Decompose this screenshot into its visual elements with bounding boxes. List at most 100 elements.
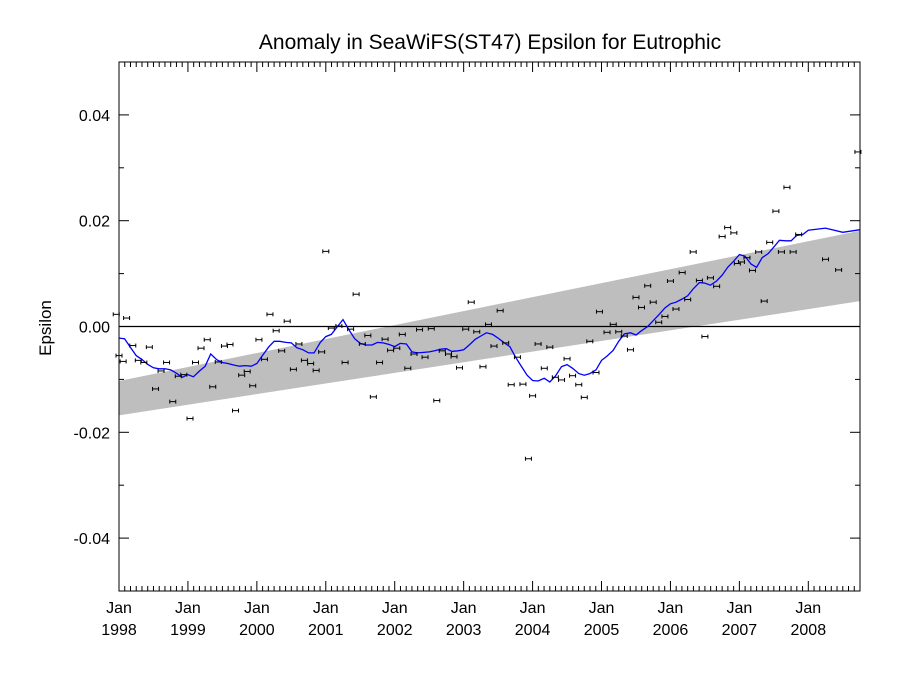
data-point	[743, 255, 751, 260]
data-point	[157, 368, 165, 373]
data-point	[404, 366, 412, 371]
data-point	[433, 398, 441, 403]
x-tick-year-label: 1998	[101, 622, 137, 639]
data-point	[529, 393, 537, 398]
data-point	[335, 323, 343, 328]
data-point	[238, 373, 246, 378]
data-point	[410, 352, 418, 357]
data-point	[637, 305, 645, 310]
data-point	[678, 270, 686, 275]
data-point	[307, 361, 315, 366]
x-tick-month-label: Jan	[175, 600, 201, 617]
data-point	[283, 319, 291, 324]
data-point	[278, 348, 286, 353]
data-point	[649, 300, 657, 305]
data-point	[632, 295, 640, 300]
data-point	[462, 327, 470, 332]
data-point	[580, 395, 588, 400]
data-point	[760, 299, 768, 304]
data-point	[666, 279, 674, 284]
data-point	[123, 316, 131, 321]
y-tick-label: 0.04	[79, 108, 110, 125]
data-point	[352, 292, 360, 297]
x-tick-year-label: 2000	[239, 622, 275, 639]
x-tick-month-label: Jan	[520, 600, 546, 617]
data-point	[772, 209, 780, 214]
data-point	[724, 225, 732, 230]
x-tick-month-label: Jan	[244, 600, 270, 617]
data-point	[603, 330, 611, 335]
data-point	[706, 275, 714, 280]
x-tick-year-label: 2004	[515, 622, 551, 639]
data-point	[341, 360, 349, 365]
x-tick-year-label: 2005	[584, 622, 620, 639]
data-point	[701, 334, 709, 339]
data-point	[226, 342, 234, 347]
data-point	[416, 327, 424, 332]
data-point	[260, 357, 268, 362]
data-point	[327, 326, 335, 331]
data-point	[783, 185, 791, 190]
data-point	[661, 314, 669, 319]
ticks-layer: 0.04 0.02 0.00 -0.02 -0.04 Jan 1998 Jan 1999 Jan 2…	[74, 62, 860, 639]
data-point	[684, 297, 692, 302]
y-tick-label: -0.02	[74, 425, 111, 442]
data-point	[450, 354, 458, 359]
data-point	[364, 333, 372, 338]
data-point	[145, 345, 153, 350]
data-point	[479, 364, 487, 369]
data-point	[163, 360, 171, 365]
trend-band	[119, 230, 860, 416]
data-point	[713, 284, 721, 289]
x-tick-year-label: 2007	[722, 622, 758, 639]
data-point	[835, 267, 843, 272]
x-tick-month-label: Jan	[795, 600, 821, 617]
data-point	[822, 257, 830, 262]
data-point	[777, 249, 785, 254]
smoothed-series-line	[118, 227, 861, 383]
data-point	[507, 382, 515, 387]
data-point	[295, 341, 303, 346]
data-point	[358, 341, 366, 346]
data-point	[563, 356, 571, 361]
x-tick-month-label: Jan	[726, 600, 752, 617]
data-point	[620, 334, 628, 339]
smoothed-series-layer	[118, 227, 861, 383]
x-tick-month-label: Jan	[451, 600, 477, 617]
data-point	[672, 307, 680, 312]
data-point	[695, 278, 703, 283]
data-point	[748, 268, 756, 273]
data-point	[381, 337, 389, 342]
data-point	[524, 456, 532, 461]
data-point	[473, 329, 481, 334]
data-point	[140, 360, 148, 365]
data-point	[209, 384, 217, 389]
data-point	[496, 308, 504, 313]
x-tick-year-label: 2006	[653, 622, 689, 639]
data-point	[795, 232, 803, 237]
data-point	[266, 312, 274, 317]
data-point	[119, 359, 127, 364]
data-point	[513, 355, 521, 360]
x-tick-year-label: 2002	[377, 622, 413, 639]
data-point	[180, 372, 188, 377]
data-point	[186, 416, 194, 421]
y-axis-label: Epsilon	[36, 300, 55, 356]
x-tick-month-label: Jan	[658, 600, 684, 617]
data-point	[369, 394, 377, 399]
data-point	[255, 337, 263, 342]
data-point	[169, 399, 177, 404]
data-point	[231, 408, 239, 413]
data-point	[626, 347, 634, 352]
data-point	[214, 359, 222, 364]
data-point	[249, 383, 257, 388]
data-point	[718, 234, 726, 239]
data-point	[575, 382, 583, 387]
data-point	[347, 327, 355, 332]
data-point	[318, 349, 326, 354]
x-tick-month-label: Jan	[382, 600, 408, 617]
data-point	[490, 344, 498, 349]
data-point	[243, 369, 251, 374]
data-point	[152, 386, 160, 391]
data-point	[272, 328, 280, 333]
